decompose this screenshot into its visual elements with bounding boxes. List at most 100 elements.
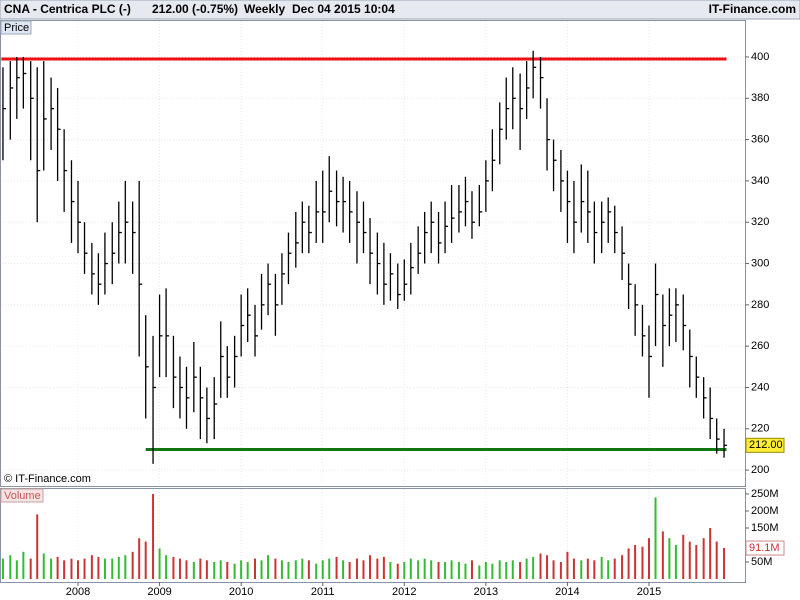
- volume-bar: [470, 560, 473, 580]
- x-tick-label: 2010: [229, 586, 253, 598]
- volume-bar: [566, 551, 569, 580]
- panel-label: Price: [4, 22, 29, 34]
- volume-bar: [15, 560, 18, 580]
- volume-bar: [546, 555, 549, 580]
- volume-bar: [715, 541, 718, 580]
- volume-bar: [430, 560, 433, 580]
- volume-bar: [668, 538, 671, 580]
- volume-bar: [192, 562, 195, 580]
- x-tick-label: 2011: [311, 586, 335, 598]
- x-tick-label: 2009: [147, 586, 171, 598]
- interval: Weekly: [244, 2, 285, 16]
- volume-bar: [70, 558, 73, 580]
- volume-bar: [511, 560, 514, 580]
- volume-bar: [213, 562, 216, 580]
- volume-bar: [450, 560, 453, 580]
- volume-bar: [478, 565, 481, 580]
- volume-bar: [321, 560, 324, 580]
- last-price-tag: [745, 437, 785, 453]
- volume-bar: [355, 558, 358, 580]
- y-tick-label: 200M: [751, 505, 779, 517]
- volume-bar: [376, 558, 379, 580]
- volume-bar: [124, 555, 127, 580]
- volume-bar: [240, 560, 243, 580]
- volume-bar: [185, 560, 188, 580]
- y-tick-label: 300: [751, 257, 769, 269]
- volume-label-box: [0, 488, 44, 503]
- y-tick-label: 400: [751, 51, 769, 63]
- volume-bar: [335, 556, 338, 580]
- volume-bar: [647, 538, 650, 580]
- volume-bar: [593, 560, 596, 580]
- y-tick-label: 360: [751, 134, 769, 146]
- y-tick-label: 200: [751, 464, 769, 476]
- volume-bar: [417, 560, 420, 580]
- volume-bar: [607, 560, 610, 580]
- volume-bar: [307, 560, 310, 580]
- volume-bar: [50, 558, 53, 580]
- volume-bar: [97, 556, 100, 580]
- timestamp: Dec 04 2015 10:04: [292, 2, 395, 16]
- x-tick-label: 2015: [637, 586, 661, 598]
- volume-bar: [117, 556, 120, 580]
- quote: 212.00 (-0.75%): [152, 2, 238, 16]
- volume-bar: [654, 497, 657, 580]
- volume-bar: [498, 560, 501, 580]
- volume-bar: [532, 556, 535, 580]
- volume-bar: [437, 562, 440, 580]
- volume-bar: [552, 560, 555, 580]
- volume-bar: [362, 560, 365, 580]
- y-tick-label: 260: [751, 340, 769, 352]
- volume-bar: [199, 558, 202, 580]
- last-volume-tag: [745, 540, 785, 556]
- volume-bar: [505, 562, 508, 580]
- volume-bar: [165, 555, 168, 580]
- last-price-label: 212.00: [749, 439, 783, 451]
- volume-bar: [260, 560, 263, 580]
- volume-bar: [152, 493, 155, 580]
- volume-bar: [287, 562, 290, 580]
- volume-bar: [9, 555, 12, 580]
- volume-bar: [178, 558, 181, 580]
- volume-bar: [682, 534, 685, 580]
- volume-bar: [42, 553, 45, 580]
- volume-bar: [1, 558, 4, 580]
- volume-bar: [525, 558, 528, 580]
- volume-bar: [396, 563, 399, 580]
- volume-bar: [219, 560, 222, 580]
- volume-bar: [580, 560, 583, 580]
- y-tick-label: 250M: [751, 488, 779, 500]
- volume-bar: [382, 556, 385, 580]
- price-panel: [0, 20, 746, 487]
- last-volume-label: 91.1M: [749, 542, 780, 554]
- copyright: © IT-Finance.com: [4, 473, 91, 485]
- volume-bar: [267, 555, 270, 580]
- volume-bar: [559, 562, 562, 580]
- volume-bar: [90, 555, 93, 580]
- volume-bar: [348, 562, 351, 580]
- y-tick-label: 150M: [751, 522, 779, 534]
- x-tick-label: 2013: [474, 586, 498, 598]
- volume-bar: [702, 538, 705, 580]
- volume-bar: [63, 560, 66, 580]
- volume-bar: [641, 546, 644, 580]
- volume-bar: [315, 563, 318, 580]
- volume-bar: [83, 558, 86, 580]
- volume-bar: [444, 562, 447, 580]
- header-bar: [0, 0, 800, 20]
- y-tick-label: 380: [751, 92, 769, 104]
- volume-bar: [661, 531, 664, 580]
- volume-bar: [77, 560, 80, 580]
- chart-title: CNA - Centrica PLC (-): [4, 2, 131, 16]
- y-tick-label: 50M: [751, 556, 772, 568]
- volume-bar: [111, 558, 114, 580]
- volume-bar: [226, 562, 229, 580]
- volume-bar: [205, 560, 208, 580]
- volume-bar: [158, 548, 161, 580]
- volume-bar: [627, 548, 630, 580]
- volume-bar: [56, 556, 59, 580]
- y-tick-label: 240: [751, 381, 769, 393]
- volume-panel: [0, 488, 746, 583]
- brand: IT-Finance.com: [709, 2, 796, 16]
